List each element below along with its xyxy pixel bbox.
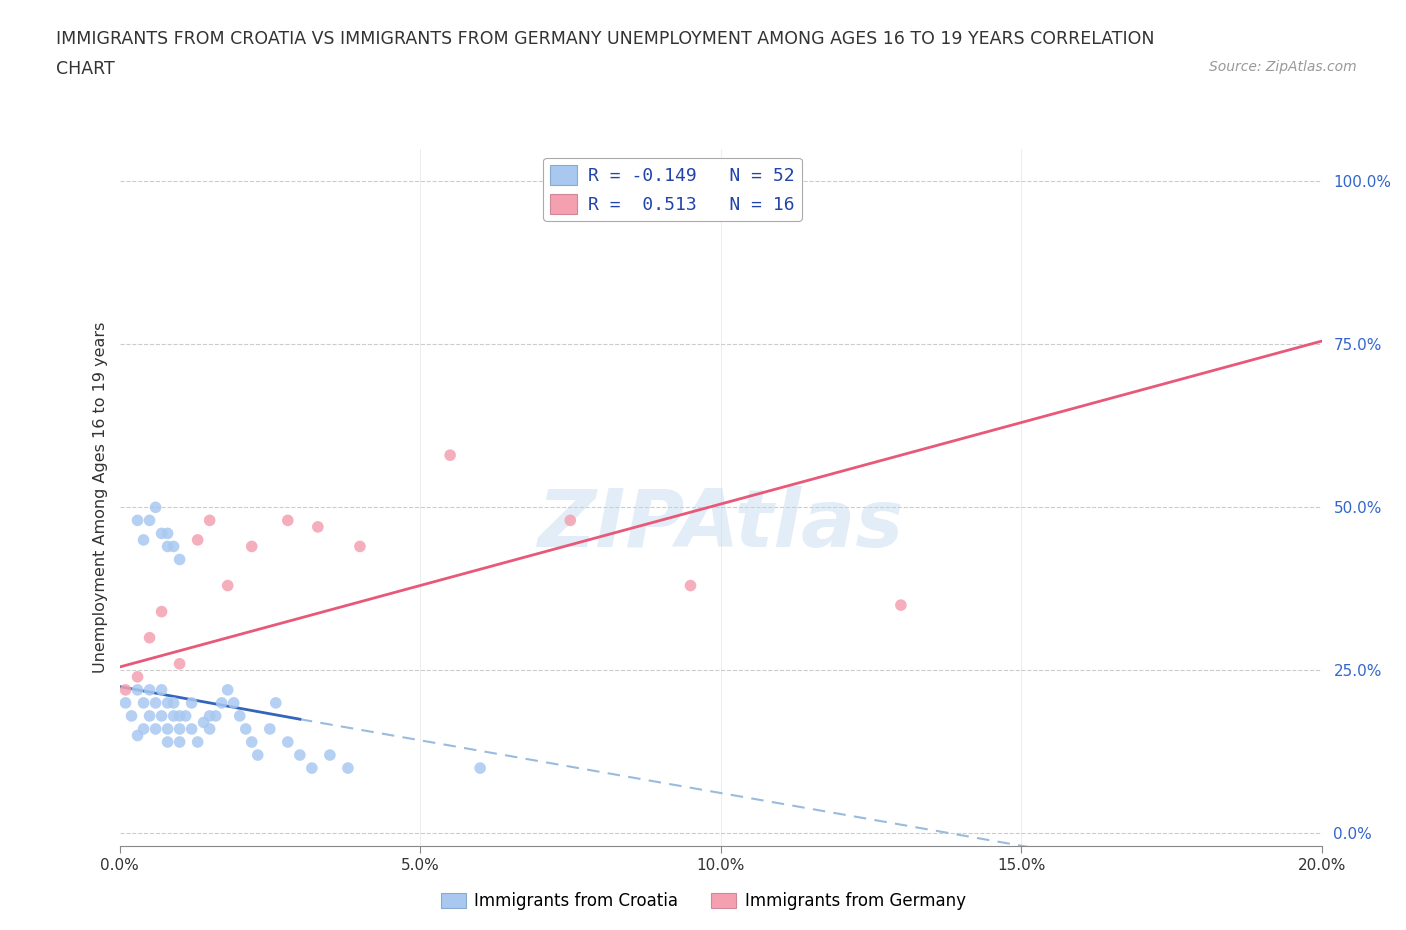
Legend: R = -0.149   N = 52, R =  0.513   N = 16: R = -0.149 N = 52, R = 0.513 N = 16 bbox=[543, 158, 801, 221]
Point bbox=[277, 513, 299, 528]
Point bbox=[150, 604, 173, 619]
Point bbox=[240, 735, 263, 750]
Point bbox=[264, 696, 287, 711]
Point bbox=[138, 709, 160, 724]
Y-axis label: Unemployment Among Ages 16 to 19 years: Unemployment Among Ages 16 to 19 years bbox=[93, 322, 108, 673]
Point bbox=[156, 526, 179, 541]
Point bbox=[150, 709, 173, 724]
Point bbox=[228, 709, 252, 724]
Point bbox=[193, 715, 215, 730]
Point bbox=[217, 683, 239, 698]
Point bbox=[127, 683, 149, 698]
Point bbox=[145, 722, 167, 737]
Point bbox=[235, 722, 257, 737]
Point bbox=[162, 709, 184, 724]
Point bbox=[187, 735, 209, 750]
Point bbox=[127, 670, 149, 684]
Point bbox=[217, 578, 239, 593]
Point bbox=[560, 513, 582, 528]
Point bbox=[288, 748, 311, 763]
Point bbox=[180, 696, 202, 711]
Point bbox=[198, 722, 221, 737]
Point bbox=[246, 748, 269, 763]
Point bbox=[169, 735, 191, 750]
Point bbox=[169, 552, 191, 567]
Point bbox=[240, 539, 263, 554]
Point bbox=[180, 722, 202, 737]
Point bbox=[349, 539, 371, 554]
Point bbox=[132, 722, 155, 737]
Point bbox=[150, 526, 173, 541]
Point bbox=[198, 513, 221, 528]
Point bbox=[259, 722, 281, 737]
Point bbox=[121, 709, 143, 724]
Text: Source: ZipAtlas.com: Source: ZipAtlas.com bbox=[1209, 60, 1357, 74]
Point bbox=[169, 657, 191, 671]
Point bbox=[301, 761, 323, 776]
Point bbox=[198, 709, 221, 724]
Point bbox=[138, 631, 160, 645]
Point bbox=[156, 539, 179, 554]
Point bbox=[145, 500, 167, 515]
Point bbox=[204, 709, 226, 724]
Point bbox=[156, 735, 179, 750]
Point bbox=[162, 539, 184, 554]
Text: CHART: CHART bbox=[56, 60, 115, 78]
Point bbox=[468, 761, 492, 776]
Point bbox=[277, 735, 299, 750]
Point bbox=[187, 533, 209, 548]
Point bbox=[150, 683, 173, 698]
Point bbox=[222, 696, 245, 711]
Point bbox=[114, 696, 136, 711]
Point bbox=[138, 683, 160, 698]
Point bbox=[127, 728, 149, 743]
Point bbox=[307, 520, 329, 535]
Point bbox=[138, 513, 160, 528]
Point bbox=[162, 696, 184, 711]
Point bbox=[211, 696, 233, 711]
Legend: Immigrants from Croatia, Immigrants from Germany: Immigrants from Croatia, Immigrants from… bbox=[434, 885, 972, 917]
Point bbox=[114, 683, 136, 698]
Text: ZIPAtlas: ZIPAtlas bbox=[537, 486, 904, 565]
Point bbox=[169, 722, 191, 737]
Point bbox=[169, 709, 191, 724]
Text: IMMIGRANTS FROM CROATIA VS IMMIGRANTS FROM GERMANY UNEMPLOYMENT AMONG AGES 16 TO: IMMIGRANTS FROM CROATIA VS IMMIGRANTS FR… bbox=[56, 30, 1154, 47]
Point bbox=[156, 696, 179, 711]
Point bbox=[439, 447, 461, 462]
Point bbox=[132, 533, 155, 548]
Point bbox=[319, 748, 342, 763]
Point bbox=[336, 761, 359, 776]
Point bbox=[890, 598, 912, 613]
Point bbox=[127, 513, 149, 528]
Point bbox=[679, 578, 702, 593]
Point bbox=[145, 696, 167, 711]
Point bbox=[132, 696, 155, 711]
Point bbox=[174, 709, 197, 724]
Point bbox=[156, 722, 179, 737]
